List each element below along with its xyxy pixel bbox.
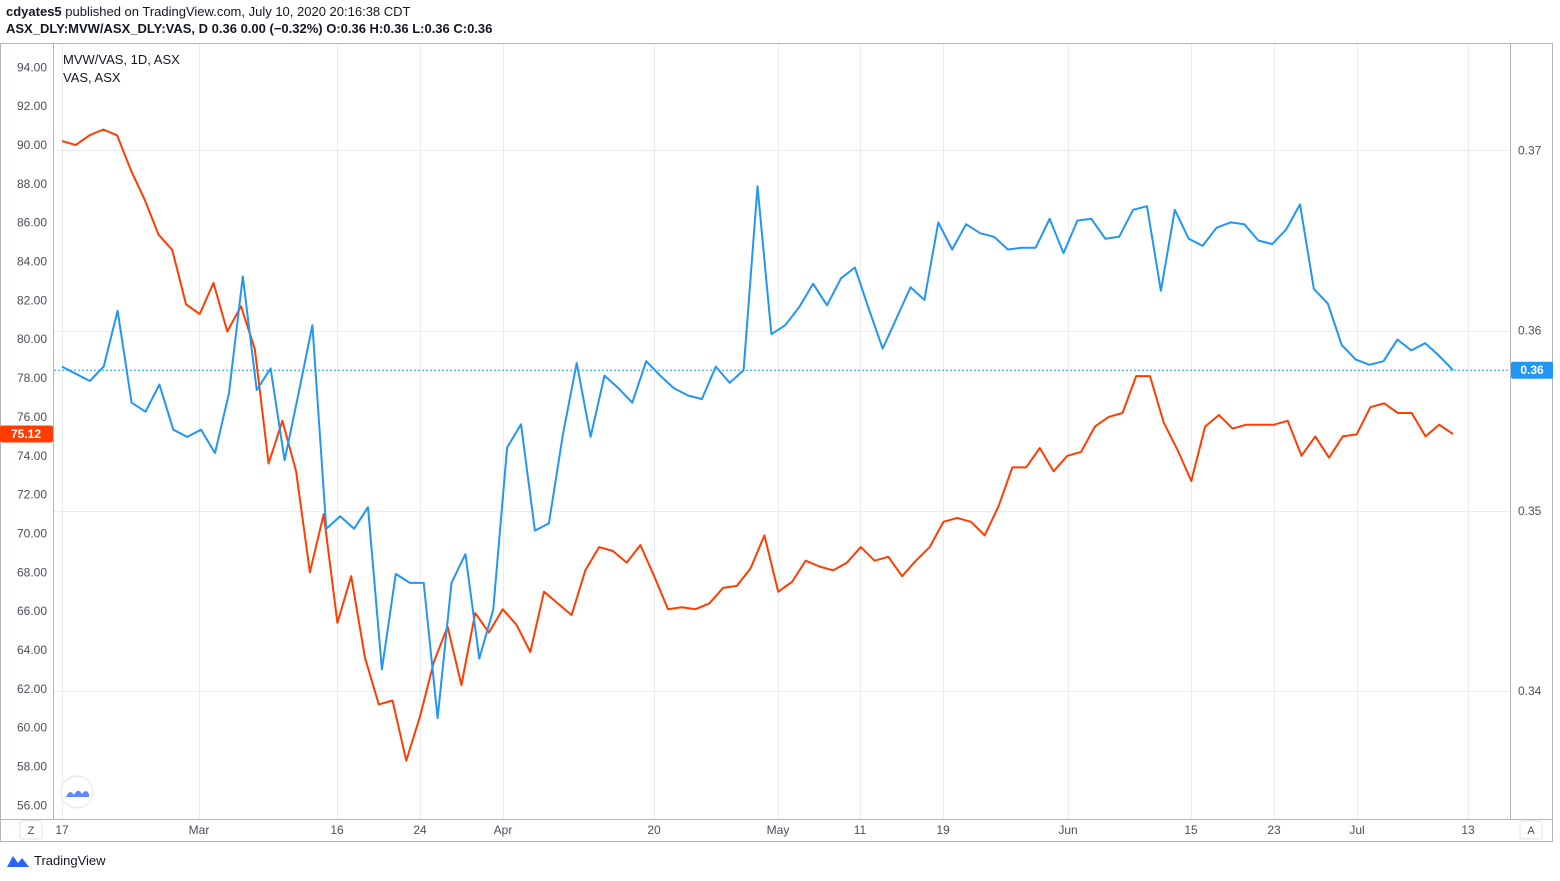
ohlc-values: 0.36 0.00 (−0.32%) O:0.36 H:0.36 L:0.36 … xyxy=(211,21,493,36)
time-tick-label: 17 xyxy=(55,823,69,837)
symbol-line: ASX_DLY:MVW/ASX_DLY:VAS, D xyxy=(6,21,209,36)
left-scale-label: Z xyxy=(28,825,35,837)
vas-last-value: 75.12 xyxy=(11,427,41,441)
time-tick-label: 24 xyxy=(413,823,427,837)
left-tick-label: 86.00 xyxy=(17,216,47,230)
ratio-last-value: 0.36 xyxy=(1520,363,1544,377)
time-tick-label: 11 xyxy=(854,823,867,837)
left-tick-label: 58.00 xyxy=(17,760,47,774)
left-tick-label: 62.00 xyxy=(17,682,47,696)
ratio-series-line xyxy=(61,185,1454,720)
left-tick-label: 94.00 xyxy=(17,60,47,74)
left-tick-label: 72.00 xyxy=(17,488,47,502)
left-tick-label: 74.00 xyxy=(17,449,47,463)
time-tick-label: May xyxy=(767,823,790,837)
tradingview-logo-icon xyxy=(7,855,29,867)
publish-info: cdyates5 published on TradingView.com, J… xyxy=(6,4,410,19)
symbol-info: ASX_DLY:MVW/ASX_DLY:VAS, D 0.36 0.00 (−0… xyxy=(6,21,492,36)
right-scale-label: A xyxy=(1527,825,1535,837)
left-tick-label: 84.00 xyxy=(17,255,47,269)
right-scale-button[interactable]: A xyxy=(1519,820,1543,840)
brand-name: TradingView xyxy=(34,853,106,868)
time-tick-label: 19 xyxy=(936,823,950,837)
left-tick-label: 88.00 xyxy=(17,177,47,191)
right-axis-ticks: 0.37 0.36 0.35 0.34 xyxy=(1518,143,1542,698)
ratio-last-label-bg xyxy=(1511,361,1553,379)
time-tick-label: 15 xyxy=(1184,823,1198,837)
right-tick-label: 0.37 xyxy=(1518,143,1542,157)
vas-last-label-bg xyxy=(0,425,53,443)
right-tick-label: 0.35 xyxy=(1518,504,1542,518)
left-tick-label: 68.00 xyxy=(17,565,47,579)
legend-main-series[interactable]: MVW/VAS, 1D, ASX xyxy=(63,52,180,67)
left-tick-label: 76.00 xyxy=(17,410,47,424)
ratio-last-label: 0.36 xyxy=(1511,361,1553,379)
tradingview-watermark-icon xyxy=(60,775,94,809)
time-tick-label: Mar xyxy=(189,823,210,837)
legend-compare-series[interactable]: VAS, ASX xyxy=(63,70,121,85)
left-tick-label: 92.00 xyxy=(17,99,47,113)
left-tick-label: 82.00 xyxy=(17,293,47,307)
left-tick-label: 60.00 xyxy=(17,721,47,735)
right-tick-label: 0.36 xyxy=(1518,324,1542,338)
chart-grid xyxy=(54,44,1510,819)
time-tick-label: 20 xyxy=(647,823,661,837)
right-tick-label: 0.34 xyxy=(1518,684,1542,698)
time-tick-label: Apr xyxy=(494,823,513,837)
published-text: published on TradingView.com, July 10, 2… xyxy=(65,4,411,19)
vas-last-label: 75.12 xyxy=(0,425,53,443)
left-tick-label: 66.00 xyxy=(17,604,47,618)
time-tick-label: 16 xyxy=(330,823,344,837)
left-tick-label: 64.00 xyxy=(17,643,47,657)
left-scale-button[interactable]: Z xyxy=(19,820,43,840)
left-tick-label: 70.00 xyxy=(17,526,47,540)
left-tick-label: 90.00 xyxy=(17,138,47,152)
vas-series-line xyxy=(61,128,1454,762)
publisher-name[interactable]: cdyates5 xyxy=(6,4,62,19)
time-tick-label: 23 xyxy=(1267,823,1281,837)
time-tick-label: Jun xyxy=(1058,823,1077,837)
footer-brand[interactable]: TradingView xyxy=(6,853,106,868)
chart-frame xyxy=(0,43,1553,842)
left-tick-label: 80.00 xyxy=(17,332,47,346)
left-tick-label: 78.00 xyxy=(17,371,47,385)
time-tick-label: Jul xyxy=(1349,823,1364,837)
left-tick-label: 56.00 xyxy=(17,798,47,812)
left-axis-ticks: 94.00 92.00 90.00 88.00 86.00 84.00 82.00 80.00… xyxy=(17,60,47,812)
time-tick-label: 13 xyxy=(1461,823,1475,837)
time-axis-ticks: 17 Mar 16 24 Apr 20 May 11 19 Jun 15 23 Jul 13 xyxy=(55,823,1475,837)
